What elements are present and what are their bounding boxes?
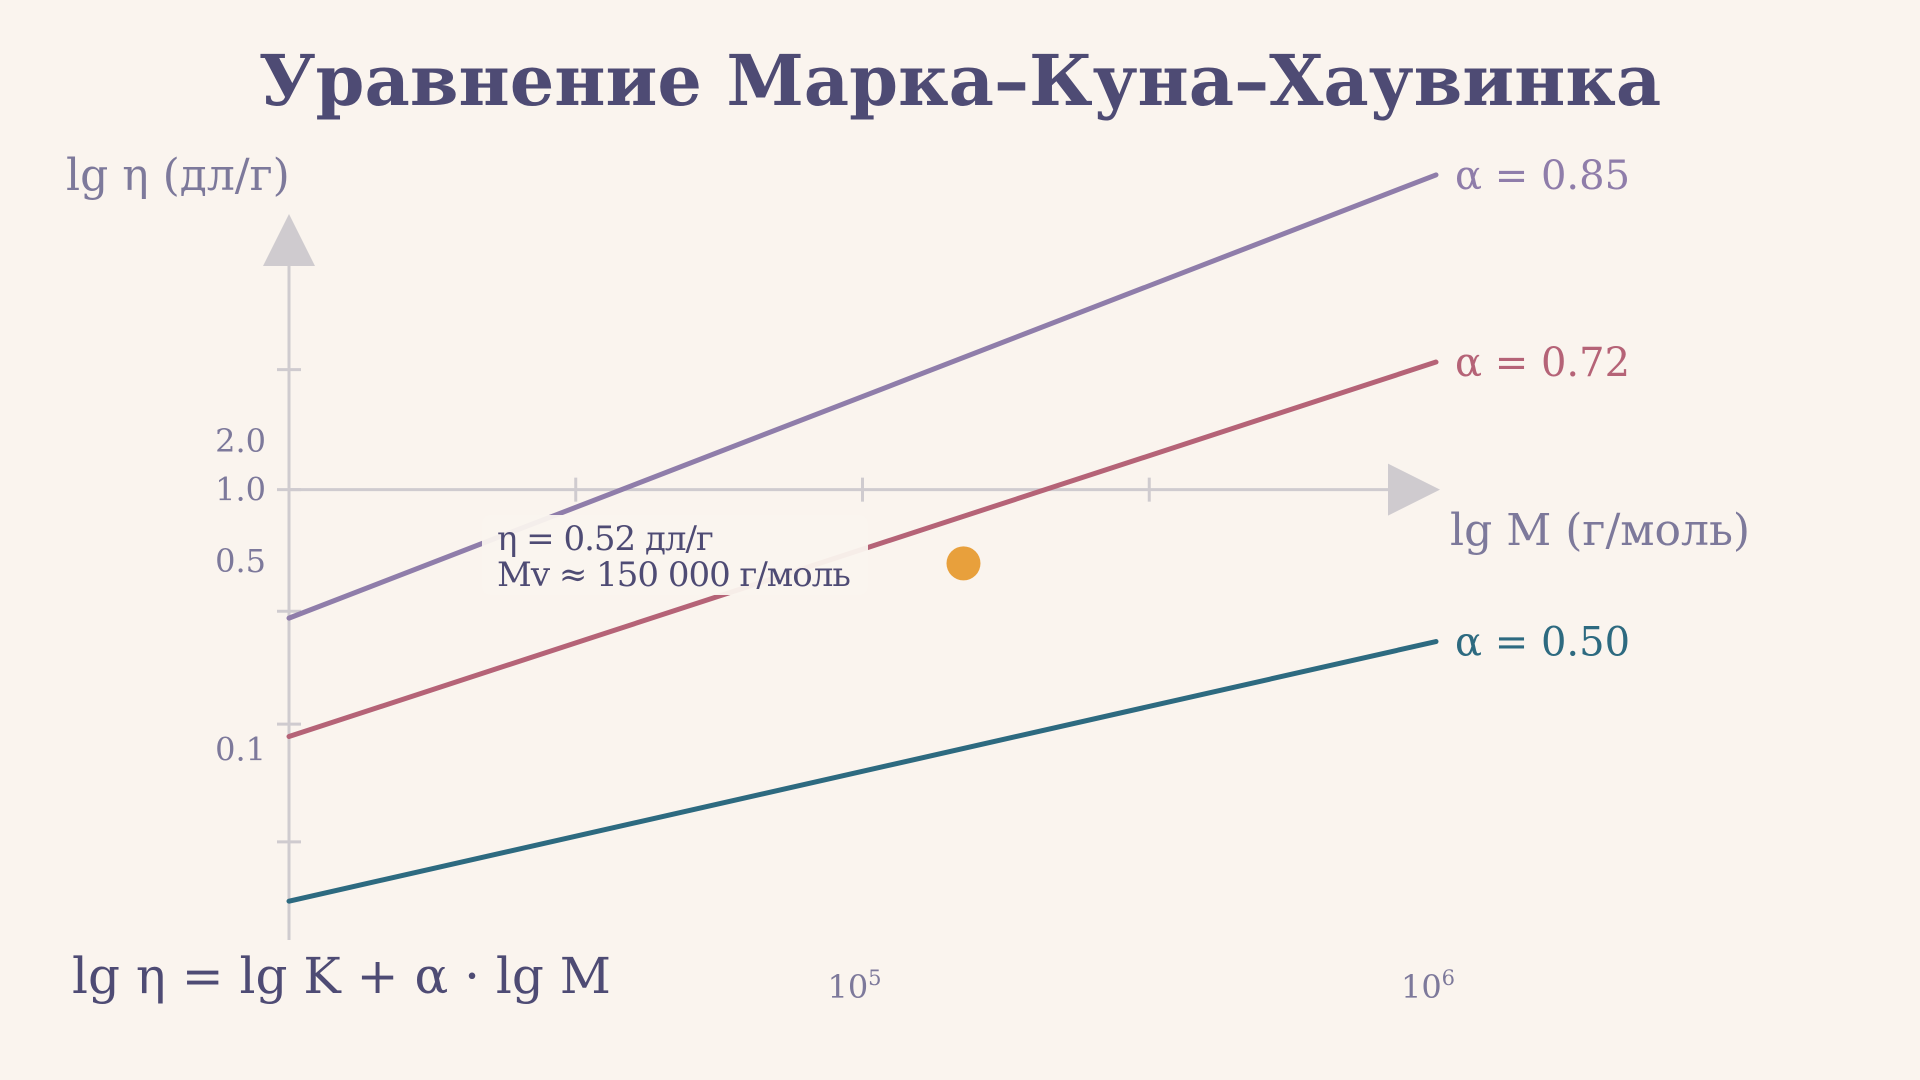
y-axis-label: lg η (дл/г) [66, 150, 290, 201]
highlight-point [946, 546, 981, 581]
x-axis-label: lg M (г/моль) [1450, 505, 1750, 556]
series-label: α = 0.72 [1455, 340, 1630, 386]
series-lines: α = 0.85 α = 0.72 α = 0.50 [286, 153, 1630, 904]
series-line [286, 639, 1439, 904]
x-axis-arrow [1388, 463, 1440, 516]
axes: lg η (дл/г) lg M (г/моль) [66, 150, 1750, 940]
annotation-background [482, 515, 868, 595]
annotation-line-1: η = 0.52 дл/г [497, 519, 713, 559]
tick-marks: 2.0 1.0 0.5 0.1 105 106 [215, 252, 1455, 1006]
x-tick-label: 105 [827, 966, 881, 1006]
highlight-annotation: η = 0.52 дл/гMv ≈ 150 000 г/моль [482, 515, 981, 595]
y-tick-label: 0.1 [215, 730, 266, 768]
equation-formula: lg η = lg K + α · lg M [72, 947, 611, 1005]
annotation-line-2: Mv ≈ 150 000 г/моль [497, 555, 850, 595]
x-tick-label: 106 [1401, 966, 1455, 1006]
chart-title: Уравнение Марка–Куна–Хаувинка [259, 39, 1662, 122]
y-axis-arrow [263, 214, 315, 266]
y-tick-label: 1.0 [215, 471, 266, 509]
series-line [286, 172, 1439, 621]
y-tick-label: 0.5 [215, 542, 266, 580]
series-label: α = 0.85 [1455, 153, 1630, 199]
series-label: α = 0.50 [1455, 620, 1630, 666]
y-tick-label: 2.0 [215, 422, 266, 460]
